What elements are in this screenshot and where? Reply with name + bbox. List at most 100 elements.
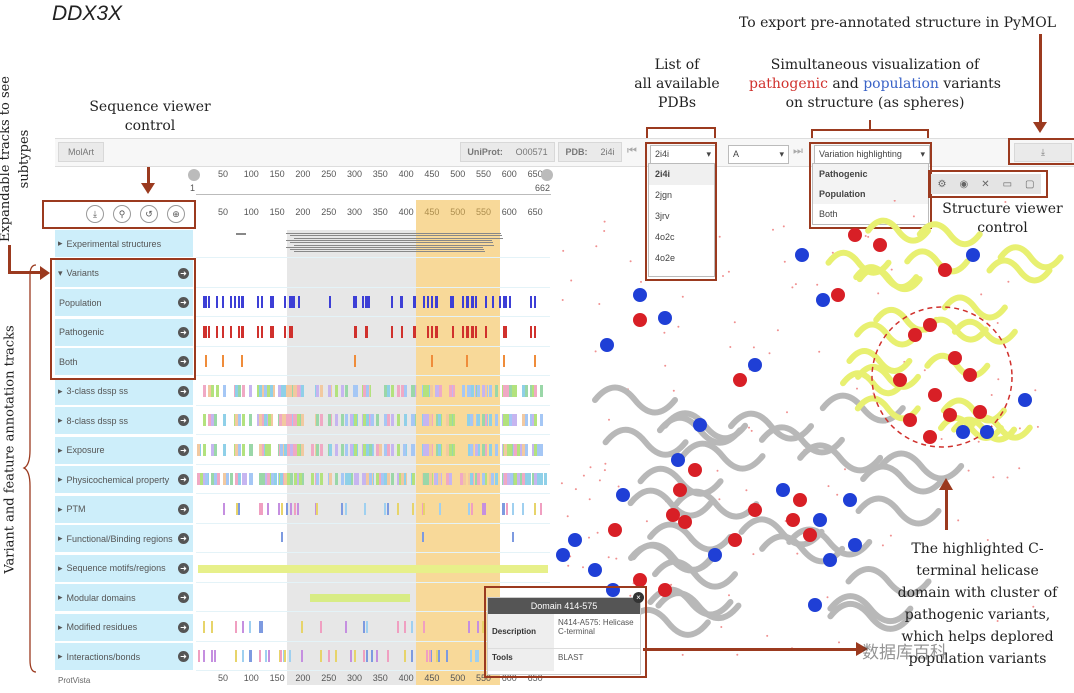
track-area[interactable] [196, 260, 550, 288]
pdb-option[interactable]: 4o2c [655, 232, 675, 242]
track-physicochemical-property[interactable]: ▸ Physicochemical property ➜ [55, 466, 193, 494]
uniprot-badge[interactable]: UniProt: O00571 [460, 142, 555, 162]
arrow-right-icon[interactable]: ➜ [178, 356, 189, 367]
arrow-right-icon[interactable]: ➜ [178, 297, 189, 308]
track-area[interactable] [196, 348, 550, 376]
arrow-right-icon[interactable]: ➜ [178, 474, 189, 485]
arrow-right-icon[interactable]: ➜ [178, 444, 189, 456]
track-area[interactable] [196, 230, 550, 258]
reset-icon[interactable]: ↺ [140, 205, 158, 223]
track-mark [445, 473, 449, 485]
track-area[interactable] [196, 319, 550, 347]
first-pdb-icon[interactable]: ⏮ [627, 145, 637, 157]
pdb-option[interactable]: 4o2e [655, 253, 676, 263]
range-handle-right[interactable] [541, 169, 553, 181]
arrow-right-icon[interactable]: ➜ [178, 385, 189, 397]
track-area[interactable] [196, 289, 550, 317]
variation-option[interactable]: Pathogenic [813, 164, 928, 184]
settings-icon[interactable]: ⚙ [937, 178, 947, 190]
track-3-class-dssp-ss[interactable]: ▸ 3-class dssp ss ➜ [55, 377, 193, 406]
helix-ribbon [655, 590, 742, 622]
zoom-icon[interactable]: ⊕ [167, 205, 185, 223]
arrow-right-icon[interactable]: ➜ [178, 503, 189, 515]
tools-icon[interactable]: ✕ [981, 178, 990, 190]
download-icon[interactable]: ⤓ [86, 205, 104, 223]
arrow-right-icon[interactable]: ➜ [178, 562, 189, 574]
chain-select[interactable]: A ▾ [728, 145, 789, 164]
arrow-right-icon[interactable]: ➜ [178, 592, 189, 603]
camera-icon[interactable]: ◉ [959, 178, 969, 190]
track-modular-domains[interactable]: ▸ Modular domains ➜ [55, 584, 193, 612]
background-dot [728, 594, 730, 597]
pdb-option[interactable]: 3jrv [655, 211, 670, 221]
track-area[interactable] [196, 407, 550, 435]
arrow-right-icon[interactable]: ➜ [178, 326, 189, 338]
track-both[interactable]: Both ➜ [55, 348, 193, 376]
pdb-option[interactable]: 2jgn [655, 190, 673, 200]
track-mark [438, 443, 442, 456]
track-mark [376, 443, 380, 456]
location-pin-icon[interactable]: ⚲ [113, 205, 131, 223]
track-experimental-structures[interactable]: ▸ Experimental structures [55, 230, 193, 258]
arrow-right-icon[interactable]: ➜ [178, 267, 189, 279]
track-mark [249, 384, 253, 397]
track-mark [202, 325, 205, 338]
track-mark [430, 355, 433, 367]
track-mark [387, 650, 390, 662]
track-functional-binding-regions[interactable]: ▸ Functional/Binding regions ➜ [55, 525, 193, 553]
arrow-right-icon[interactable]: ➜ [178, 651, 189, 662]
pathogenic-sphere [928, 388, 942, 402]
pdb-badge[interactable]: PDB: 2i4i [558, 142, 622, 162]
track-area[interactable] [196, 437, 550, 465]
population-sphere [693, 418, 707, 432]
track-modified-residues[interactable]: ▸ Modified residues ➜ [55, 613, 193, 642]
ruler-end: 662 [535, 183, 551, 193]
variation-option[interactable]: Population [813, 184, 928, 204]
track-sequence-motifs-regions[interactable]: ▸ Sequence motifs/regions ➜ [55, 554, 193, 583]
domain-tooltip: Domain 414-575 × Description N414-A575: … [487, 592, 644, 675]
helix-ribbon [797, 442, 884, 474]
range-handle-left[interactable] [188, 169, 200, 181]
track-mark [319, 650, 322, 662]
variation-option[interactable]: Both [819, 209, 838, 219]
track-mark [482, 620, 485, 633]
track-exposure[interactable]: ▸ Exposure ➜ [55, 436, 193, 465]
track-population[interactable]: Population ➜ [55, 289, 193, 317]
track-area[interactable] [196, 466, 550, 494]
export-pymol-button[interactable]: ⤓ [1014, 143, 1072, 162]
track-area[interactable] [196, 378, 550, 406]
protein-structure-view[interactable] [555, 200, 1074, 680]
track-mark [292, 414, 296, 426]
arrow-right-icon[interactable]: ➜ [178, 621, 189, 633]
overview-ruler[interactable]: 50 100 150 200 250 300 350 400 450 500 550 600 650 1… [188, 166, 553, 195]
track-mark [211, 473, 215, 485]
track-mark [208, 414, 212, 426]
last-pdb-icon[interactable]: ⏭ [793, 145, 803, 157]
close-icon[interactable]: × [633, 592, 644, 603]
fullscreen-icon[interactable]: ▢ [1025, 178, 1035, 190]
background-dot [844, 468, 846, 471]
pdb-option[interactable]: 2i4i [649, 164, 714, 185]
track-area[interactable] [196, 525, 550, 553]
track-mark [422, 414, 426, 426]
track-mark [319, 473, 323, 485]
track-mark [474, 296, 477, 308]
track-mark [237, 325, 240, 338]
track-variants[interactable]: ▾ Variants ➜ [55, 259, 193, 288]
track-area[interactable] [196, 496, 550, 524]
track-ptm[interactable]: ▸ PTM ➜ [55, 495, 193, 524]
track-area[interactable] [196, 584, 550, 612]
helix-ribbon [904, 248, 971, 275]
track-mark [513, 414, 517, 426]
track-mark [391, 384, 394, 397]
track-mark [518, 443, 522, 456]
track-area[interactable] [196, 555, 550, 583]
arrow-right-icon[interactable]: ➜ [178, 533, 189, 544]
screen-icon[interactable]: ▭ [1002, 178, 1013, 190]
track-interactions-bonds[interactable]: ▸ Interactions/bonds ➜ [55, 643, 193, 671]
track-pathogenic[interactable]: Pathogenic ➜ [55, 318, 193, 347]
track-8-class-dssp-ss[interactable]: ▸ 8-class dssp ss ➜ [55, 407, 193, 435]
arrow-right-icon[interactable]: ➜ [178, 415, 189, 426]
background-dot [677, 325, 680, 328]
track-mark [277, 502, 280, 515]
